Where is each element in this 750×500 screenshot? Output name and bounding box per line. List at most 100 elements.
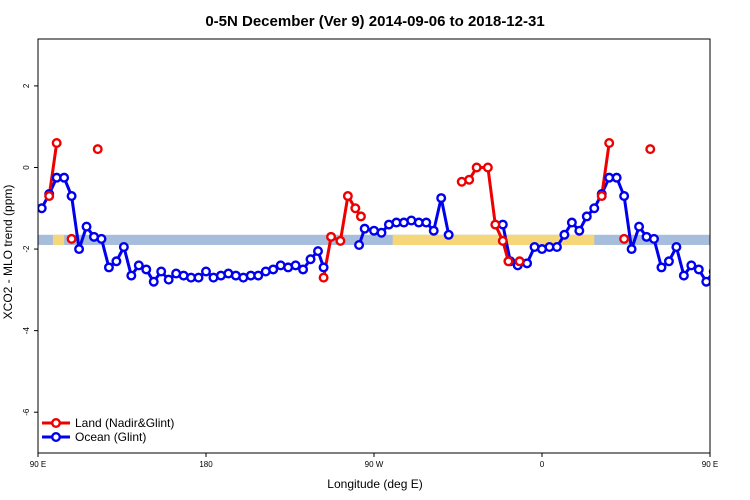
ocean-point-62 — [574, 225, 585, 236]
ocean-point-59 — [551, 242, 562, 253]
ocean-point-22 — [200, 266, 211, 277]
ocean-point-60 — [559, 229, 570, 240]
plot-frame — [37, 38, 711, 454]
ocean-point-3 — [59, 172, 70, 183]
ocean-point-12 — [126, 270, 137, 281]
highlight-range-2 — [725, 235, 736, 245]
ocean-point-50 — [436, 193, 447, 204]
ocean-point-81 — [717, 276, 725, 284]
legend-label-1: Ocean (Glint) — [75, 430, 146, 444]
ocean-point-8 — [96, 233, 107, 244]
ocean-point-73 — [656, 262, 667, 273]
ocean-point-31 — [268, 264, 279, 275]
x-tick-label-1: 180 — [199, 460, 213, 469]
ocean-point-68 — [619, 191, 630, 202]
ocean-point-75 — [671, 242, 682, 253]
ocean-point-13 — [133, 260, 144, 271]
plot-inner — [38, 138, 736, 287]
ocean-point-14 — [141, 264, 152, 275]
land-point-8 — [350, 203, 361, 214]
legend-label-0: Land (Nadir&Glint) — [75, 416, 174, 430]
ocean-point-9 — [103, 262, 114, 273]
land-point-18 — [596, 191, 607, 202]
y-tick-label-0: 2 — [22, 83, 31, 88]
land-point-14 — [490, 219, 501, 230]
ocean-point-4 — [66, 191, 77, 202]
ocean-point-63 — [581, 211, 592, 222]
y-tick-label-3: -4 — [22, 327, 31, 335]
land-point-15 — [497, 235, 508, 246]
ocean-point-42 — [376, 227, 387, 238]
ocean-point-61 — [566, 217, 577, 228]
legend-marker-0 — [51, 418, 62, 429]
ocean-point-80 — [708, 268, 710, 275]
ocean-point-70 — [634, 221, 645, 232]
land-series-line-3 — [600, 142, 611, 197]
land-series-line-0 — [47, 142, 59, 197]
land-point-20 — [619, 233, 630, 244]
ocean-point-21 — [193, 272, 204, 283]
y-tick-label-1: 0 — [22, 165, 31, 170]
land-point-7 — [342, 191, 353, 202]
ocean-point-74 — [663, 256, 674, 267]
ocean-point-39 — [354, 239, 365, 250]
ocean-point-79 — [701, 276, 710, 287]
ocean-point-29 — [253, 270, 264, 281]
ocean-point-37 — [313, 246, 324, 257]
x-axis-label: Longitude (deg E) — [327, 477, 422, 491]
y-tick-label-2: -2 — [22, 245, 31, 253]
highlight-range-0 — [52, 234, 65, 245]
land-point-16 — [503, 256, 514, 267]
ocean-point-51 — [443, 229, 454, 240]
land-point-9 — [355, 211, 366, 222]
plot-area: 90 E 180 90 W 0 90 E 2 0 -2 -4 -6 — [22, 38, 736, 469]
land-point-2 — [66, 233, 77, 244]
land-point-0 — [44, 191, 55, 202]
ocean-point-49 — [428, 225, 439, 236]
x-tick-label-2: 90 W — [365, 460, 384, 469]
ocean-point-10 — [111, 256, 122, 267]
ocean-point-72 — [649, 233, 660, 244]
land-point-11 — [464, 174, 475, 185]
land-point-12 — [471, 162, 482, 173]
x-tick-label-3: 0 — [540, 460, 545, 469]
ocean-point-78 — [693, 264, 704, 275]
legend: Land (Nadir&Glint)Ocean (Glint) — [42, 416, 174, 444]
x-tick-label-4: 90 E — [702, 460, 718, 469]
ocean-point-16 — [156, 266, 167, 277]
land-point-5 — [326, 231, 337, 242]
ocean-point-17 — [163, 274, 174, 285]
ocean-point-6 — [81, 221, 92, 232]
ocean-point-11 — [118, 242, 129, 253]
y-axis-label: XCO2 - MLO trend (ppm) — [1, 185, 15, 320]
ocean-point-76 — [678, 270, 689, 281]
chart-title: 0-5N December (Ver 9) 2014-09-06 to 2018… — [205, 13, 544, 30]
ocean-point-36 — [305, 254, 316, 265]
land-point-6 — [335, 235, 346, 246]
legend-marker-1 — [51, 432, 62, 443]
land-point-19 — [604, 138, 615, 149]
land-point-13 — [482, 162, 493, 173]
ocean-point-40 — [359, 223, 370, 234]
x-tick-label-0: 90 E — [30, 460, 46, 469]
land-point-21 — [645, 144, 656, 155]
ocean-point-69 — [626, 244, 637, 255]
highlight-range-1 — [392, 234, 595, 245]
ocean-point-38 — [318, 262, 329, 273]
land-point-1 — [51, 138, 62, 149]
ocean-point-5 — [74, 244, 85, 255]
y-tick-label-4: -6 — [22, 408, 31, 416]
ocean-point-77 — [686, 260, 697, 271]
land-point-3 — [92, 144, 103, 155]
ocean-point-64 — [589, 203, 600, 214]
ocean-point-0 — [38, 203, 47, 214]
ocean-point-67 — [611, 172, 622, 183]
land-point-17 — [514, 256, 525, 267]
land-point-4 — [318, 272, 329, 283]
ocean-point-48 — [421, 217, 432, 228]
reference-band — [38, 234, 710, 245]
ocean-point-35 — [298, 264, 309, 275]
ocean-point-15 — [148, 276, 159, 287]
ocean-point-34 — [290, 260, 301, 271]
